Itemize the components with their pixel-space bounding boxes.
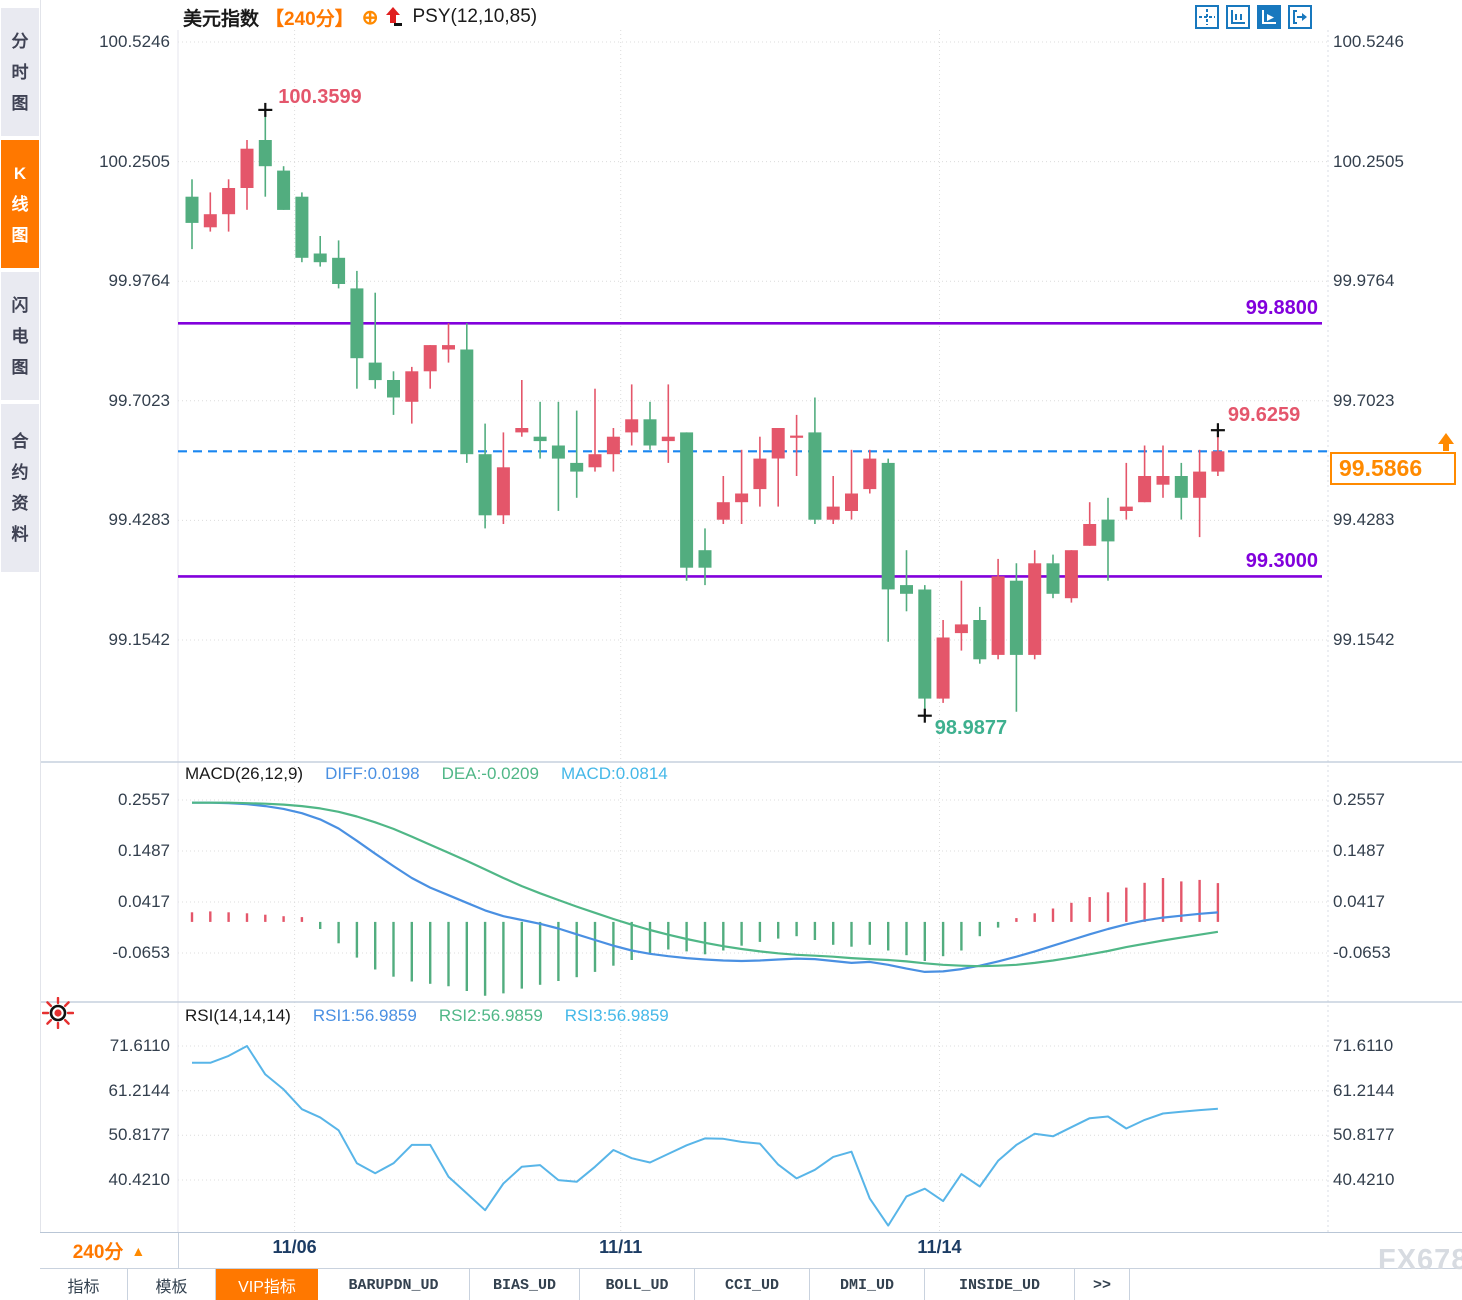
y-tick-label: 99.1542 [1333,630,1395,649]
period-selector-label: 240分 [72,1242,124,1263]
sidebar-tab-char: 分 [11,31,29,51]
macd-header: MACD(26,12,9) DIFF:0.0198 DEA:-0.0209 MA… [185,764,668,784]
y-tick-label: 0.0417 [1333,892,1385,911]
y-tick-label: 40.4210 [1333,1170,1395,1189]
y-tick-label: 99.7023 [108,390,170,410]
bottom-tab-4[interactable]: BARUPDN_UD [318,1269,470,1300]
rsi2-value: RSI2:56.9859 [438,1006,543,1025]
live-sun-icon [41,996,75,1034]
y-tick-label: 0.1487 [118,841,170,860]
sidebar-tab-char: 电 [11,326,29,346]
sidebar-tab-char: 约 [11,463,29,482]
price-annotation: 100.3599 [278,85,362,108]
y-tick-label: 71.6110 [109,1036,170,1055]
y-tick-label: 99.4283 [108,510,170,530]
sidebar-tab-char: 图 [11,93,29,113]
bottom-tab-2[interactable]: 模板 [128,1269,216,1300]
sidebar-tab-char: 线 [11,194,29,214]
macd-diff-value: DIFF:0.0198 [325,764,420,783]
rsi-title[interactable]: RSI(14,14,14) [185,1006,291,1025]
sidebar-tab-char: 料 [11,525,29,544]
y-tick-label: 61.2144 [1333,1080,1395,1100]
overlay-indicator-label: PSY(12,10,85) [412,6,538,27]
y-tick-label: 100.2505 [99,151,170,171]
y-tick-label: 99.7023 [1333,390,1395,410]
axis-play-icon[interactable] [1257,5,1281,29]
symbol-title: 美元指数 [183,8,260,30]
sidebar-tab-char: 闪 [11,295,29,315]
y-tick-label: -0.0653 [112,943,170,962]
price-annotation: 99.6259 [1227,404,1301,427]
date-tick-label: 11/06 [272,1237,317,1257]
y-tick-label: 99.9764 [108,271,170,291]
bottom-tab-1[interactable]: 指标 [40,1269,128,1300]
period-badge[interactable]: 【240分】 [265,8,354,30]
rsi3-value: RSI3:56.9859 [564,1006,669,1025]
chart-titlebar: 美元指数 【240分】 ⊕ PSY(12,10,85) [183,4,537,30]
sidebar-tab-1[interactable]: 分时图 [1,8,39,136]
y-tick-label: 0.2557 [1333,790,1385,809]
indicator-tabs-bar: 指标 模板 VIP指标 BARUPDN_UD BIAS_UD BOLL_UD CCI_UD D… [40,1268,1462,1300]
y-tick-label: 100.2505 [1333,151,1404,171]
chart-canvas[interactable] [0,0,1462,1232]
y-tick-label: 50.8177 [108,1125,170,1145]
watermark: FX678 [1378,1244,1462,1276]
sidebar-tab-char: 合 [11,432,29,451]
y-tick-label: 0.0417 [118,892,170,911]
psy-arrow-icon [384,7,403,27]
date-tick-label: 11/11 [599,1237,643,1257]
y-tick-label: 50.8177 [1333,1125,1395,1145]
axis-zoom-icon[interactable] [1226,5,1250,29]
last-price-box: 99.5866 [1330,452,1456,486]
y-tick-label: 100.5246 [99,32,170,51]
y-tick-label: 99.4283 [1333,510,1395,530]
level-line-label: 99.8800 [1245,297,1318,320]
sidebar-tab-3[interactable]: 闪电图 [1,272,39,400]
sidebar-tab-char: 资 [11,494,29,513]
bottom-tab-7[interactable]: CCI_UD [695,1269,810,1300]
y-tick-label: 71.6110 [1333,1036,1394,1055]
sidebar-tab-char: 时 [11,62,29,82]
macd-title[interactable]: MACD(26,12,9) [185,764,304,783]
last-price-value: 99.5866 [1339,455,1423,482]
y-tick-label: 0.1487 [1333,841,1385,860]
y-tick-label: 0.2557 [118,790,170,809]
sidebar-tab-4[interactable]: 合约资料 [1,404,39,572]
y-tick-label: -0.0653 [1333,943,1391,962]
bottom-tab-9[interactable]: INSIDE_UD [925,1269,1075,1300]
y-tick-label: 61.2144 [108,1080,170,1100]
sidebar-tab-char: K [13,163,27,183]
bottom-tab-6[interactable]: BOLL_UD [580,1269,695,1300]
rsi1-value: RSI1:56.9859 [312,1006,417,1025]
bottom-tab-5[interactable]: BIAS_UD [470,1269,580,1300]
crosshair-icon[interactable] [1195,5,1219,29]
bottom-tab-10[interactable]: >> [1075,1269,1130,1300]
bottom-tab-3[interactable]: VIP指标 [216,1269,318,1300]
exit-right-icon[interactable] [1288,5,1312,29]
macd-dea-value: DEA:-0.0209 [441,764,539,783]
sidebar-tab-char: 图 [11,225,29,245]
macd-value: MACD:0.0814 [560,764,668,783]
add-indicator-icon[interactable]: ⊕ [361,6,379,29]
y-tick-label: 99.1542 [108,630,170,649]
period-selector[interactable]: 240分 ▲ [40,1233,179,1268]
level-line-label: 99.3000 [1245,550,1318,573]
bottom-tab-8[interactable]: DMI_UD [810,1269,925,1300]
chart-toolbar [1195,5,1312,29]
x-axis-row: 240分 ▲ 11/06 11/11 11/14 [40,1232,1462,1269]
y-tick-label: 99.9764 [1333,271,1395,291]
rsi-header: RSI(14,14,14) RSI1:56.9859 RSI2:56.9859 … [185,1006,669,1026]
y-tick-label: 40.4210 [108,1170,170,1189]
price-up-arrow-icon [1438,433,1454,452]
y-tick-label: 100.5246 [1333,32,1404,51]
period-selector-arrow-icon: ▲ [131,1242,146,1259]
sidebar-tab-char: 图 [11,357,29,377]
price-annotation: 98.9877 [934,716,1008,739]
date-tick-label: 11/14 [917,1237,962,1257]
